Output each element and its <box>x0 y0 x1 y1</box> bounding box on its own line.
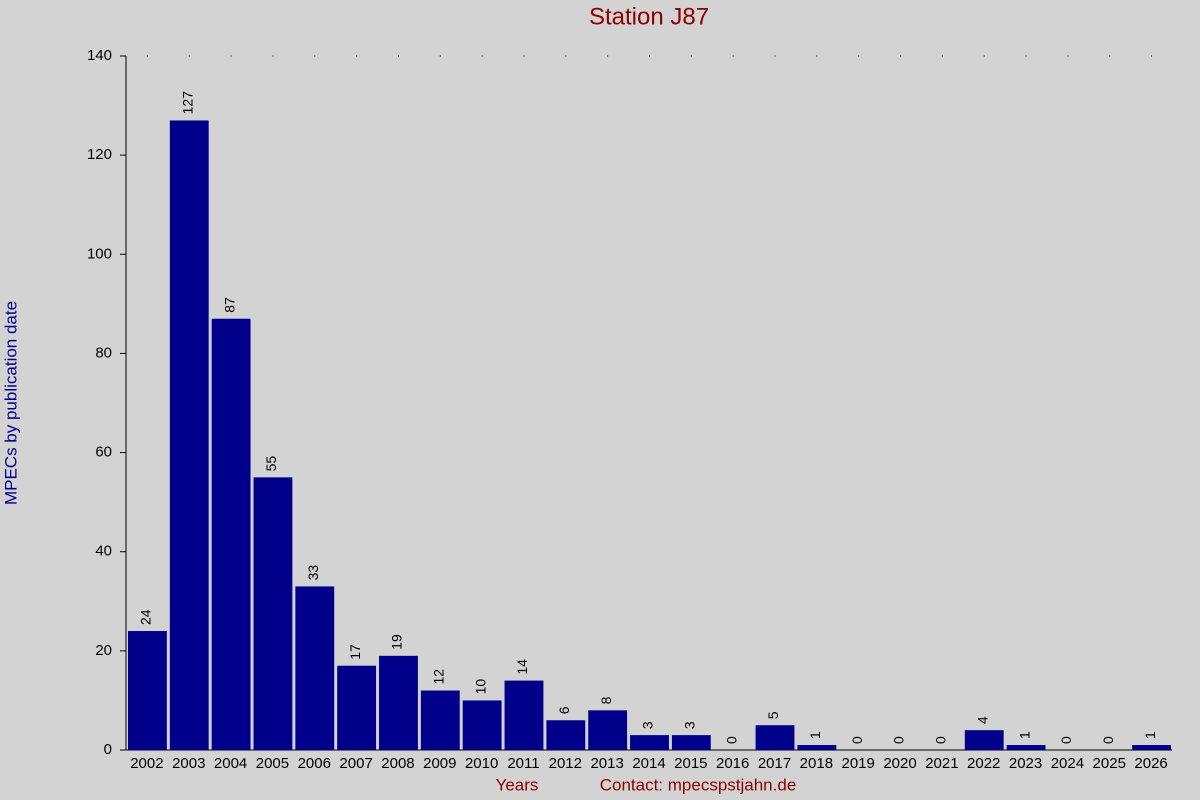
y-axis-label: MPECs by publication date <box>1 301 20 505</box>
bar <box>211 318 251 750</box>
x-tick-label: 2007 <box>339 755 372 772</box>
bar <box>253 477 293 750</box>
bar <box>588 710 628 750</box>
x-tick-label: 2011 <box>507 755 539 772</box>
value-label: 3 <box>682 721 698 729</box>
value-label: 0 <box>849 736 865 744</box>
value-label: 0 <box>933 736 949 744</box>
value-label: 1 <box>1016 731 1032 739</box>
value-label: 10 <box>472 679 488 695</box>
value-label: 17 <box>347 644 363 660</box>
bar <box>295 586 335 750</box>
value-label: 33 <box>305 565 321 581</box>
x-tick-label: 2021 <box>925 755 958 772</box>
value-label: 12 <box>431 669 447 685</box>
y-tick-label: 100 <box>87 245 112 262</box>
x-tick-label: 2014 <box>632 755 665 772</box>
x-tick-label: 2012 <box>549 755 582 772</box>
value-label: 8 <box>598 696 614 704</box>
value-label: 0 <box>1100 736 1116 744</box>
x-tick-label: 2020 <box>883 755 916 772</box>
annotation: Contact: mpecspstjahn.de <box>600 775 797 794</box>
bar <box>169 120 209 750</box>
value-label: 14 <box>514 659 530 675</box>
value-label: 127 <box>179 91 195 115</box>
value-label: 0 <box>1058 736 1074 744</box>
value-label: 6 <box>556 706 572 714</box>
x-tick-label: 2019 <box>842 755 875 772</box>
y-tick-label: 0 <box>104 741 112 758</box>
x-tick-label: 2017 <box>758 755 791 772</box>
value-label: 3 <box>640 721 656 729</box>
x-tick-label: 2010 <box>465 755 498 772</box>
x-tick-label: 2005 <box>256 755 289 772</box>
y-tick-label: 40 <box>95 543 112 560</box>
bar <box>337 665 377 750</box>
value-label: 1 <box>807 731 823 739</box>
bar <box>797 745 837 750</box>
bar <box>630 735 669 750</box>
bar <box>379 655 418 750</box>
bar <box>462 700 502 750</box>
y-tick-label: 20 <box>95 642 112 659</box>
bar <box>1006 745 1046 750</box>
x-tick-label: 2008 <box>381 755 414 772</box>
value-label: 0 <box>723 736 739 744</box>
x-tick-label: 2018 <box>800 755 833 772</box>
bar <box>755 725 795 750</box>
bar <box>128 631 167 750</box>
y-tick-label: 140 <box>87 47 112 64</box>
value-label: 87 <box>221 297 237 313</box>
value-label: 5 <box>765 711 781 719</box>
value-label: 19 <box>389 634 405 650</box>
value-label: 55 <box>263 456 279 472</box>
x-tick-label: 2023 <box>1009 755 1042 772</box>
y-tick-label: 60 <box>95 444 112 461</box>
x-tick-label: 2004 <box>214 755 247 772</box>
x-tick-label: 2002 <box>130 755 163 772</box>
chart-title: Station J87 <box>589 3 709 30</box>
x-tick-label: 2015 <box>674 755 707 772</box>
x-tick-label: 2025 <box>1093 755 1126 772</box>
value-label: 24 <box>138 609 154 625</box>
y-tick-label: 80 <box>95 344 112 361</box>
bar <box>504 680 544 750</box>
x-axis-label: Years <box>496 775 539 794</box>
x-tick-label: 2009 <box>423 755 456 772</box>
x-tick-label: 2016 <box>716 755 749 772</box>
value-label: 1 <box>1142 731 1158 739</box>
value-label: 4 <box>974 716 990 724</box>
value-label: 0 <box>891 736 907 744</box>
x-tick-label: 2003 <box>172 755 205 772</box>
x-tick-label: 2024 <box>1051 755 1084 772</box>
x-tick-label: 2006 <box>298 755 331 772</box>
bar <box>671 735 711 750</box>
x-tick-label: 2026 <box>1134 755 1167 772</box>
x-tick-label: 2022 <box>967 755 1000 772</box>
bar <box>546 720 586 750</box>
bar <box>1132 745 1171 750</box>
x-tick-label: 2013 <box>590 755 623 772</box>
bar <box>420 690 460 750</box>
bar <box>964 730 1004 750</box>
y-tick-label: 120 <box>87 146 112 163</box>
